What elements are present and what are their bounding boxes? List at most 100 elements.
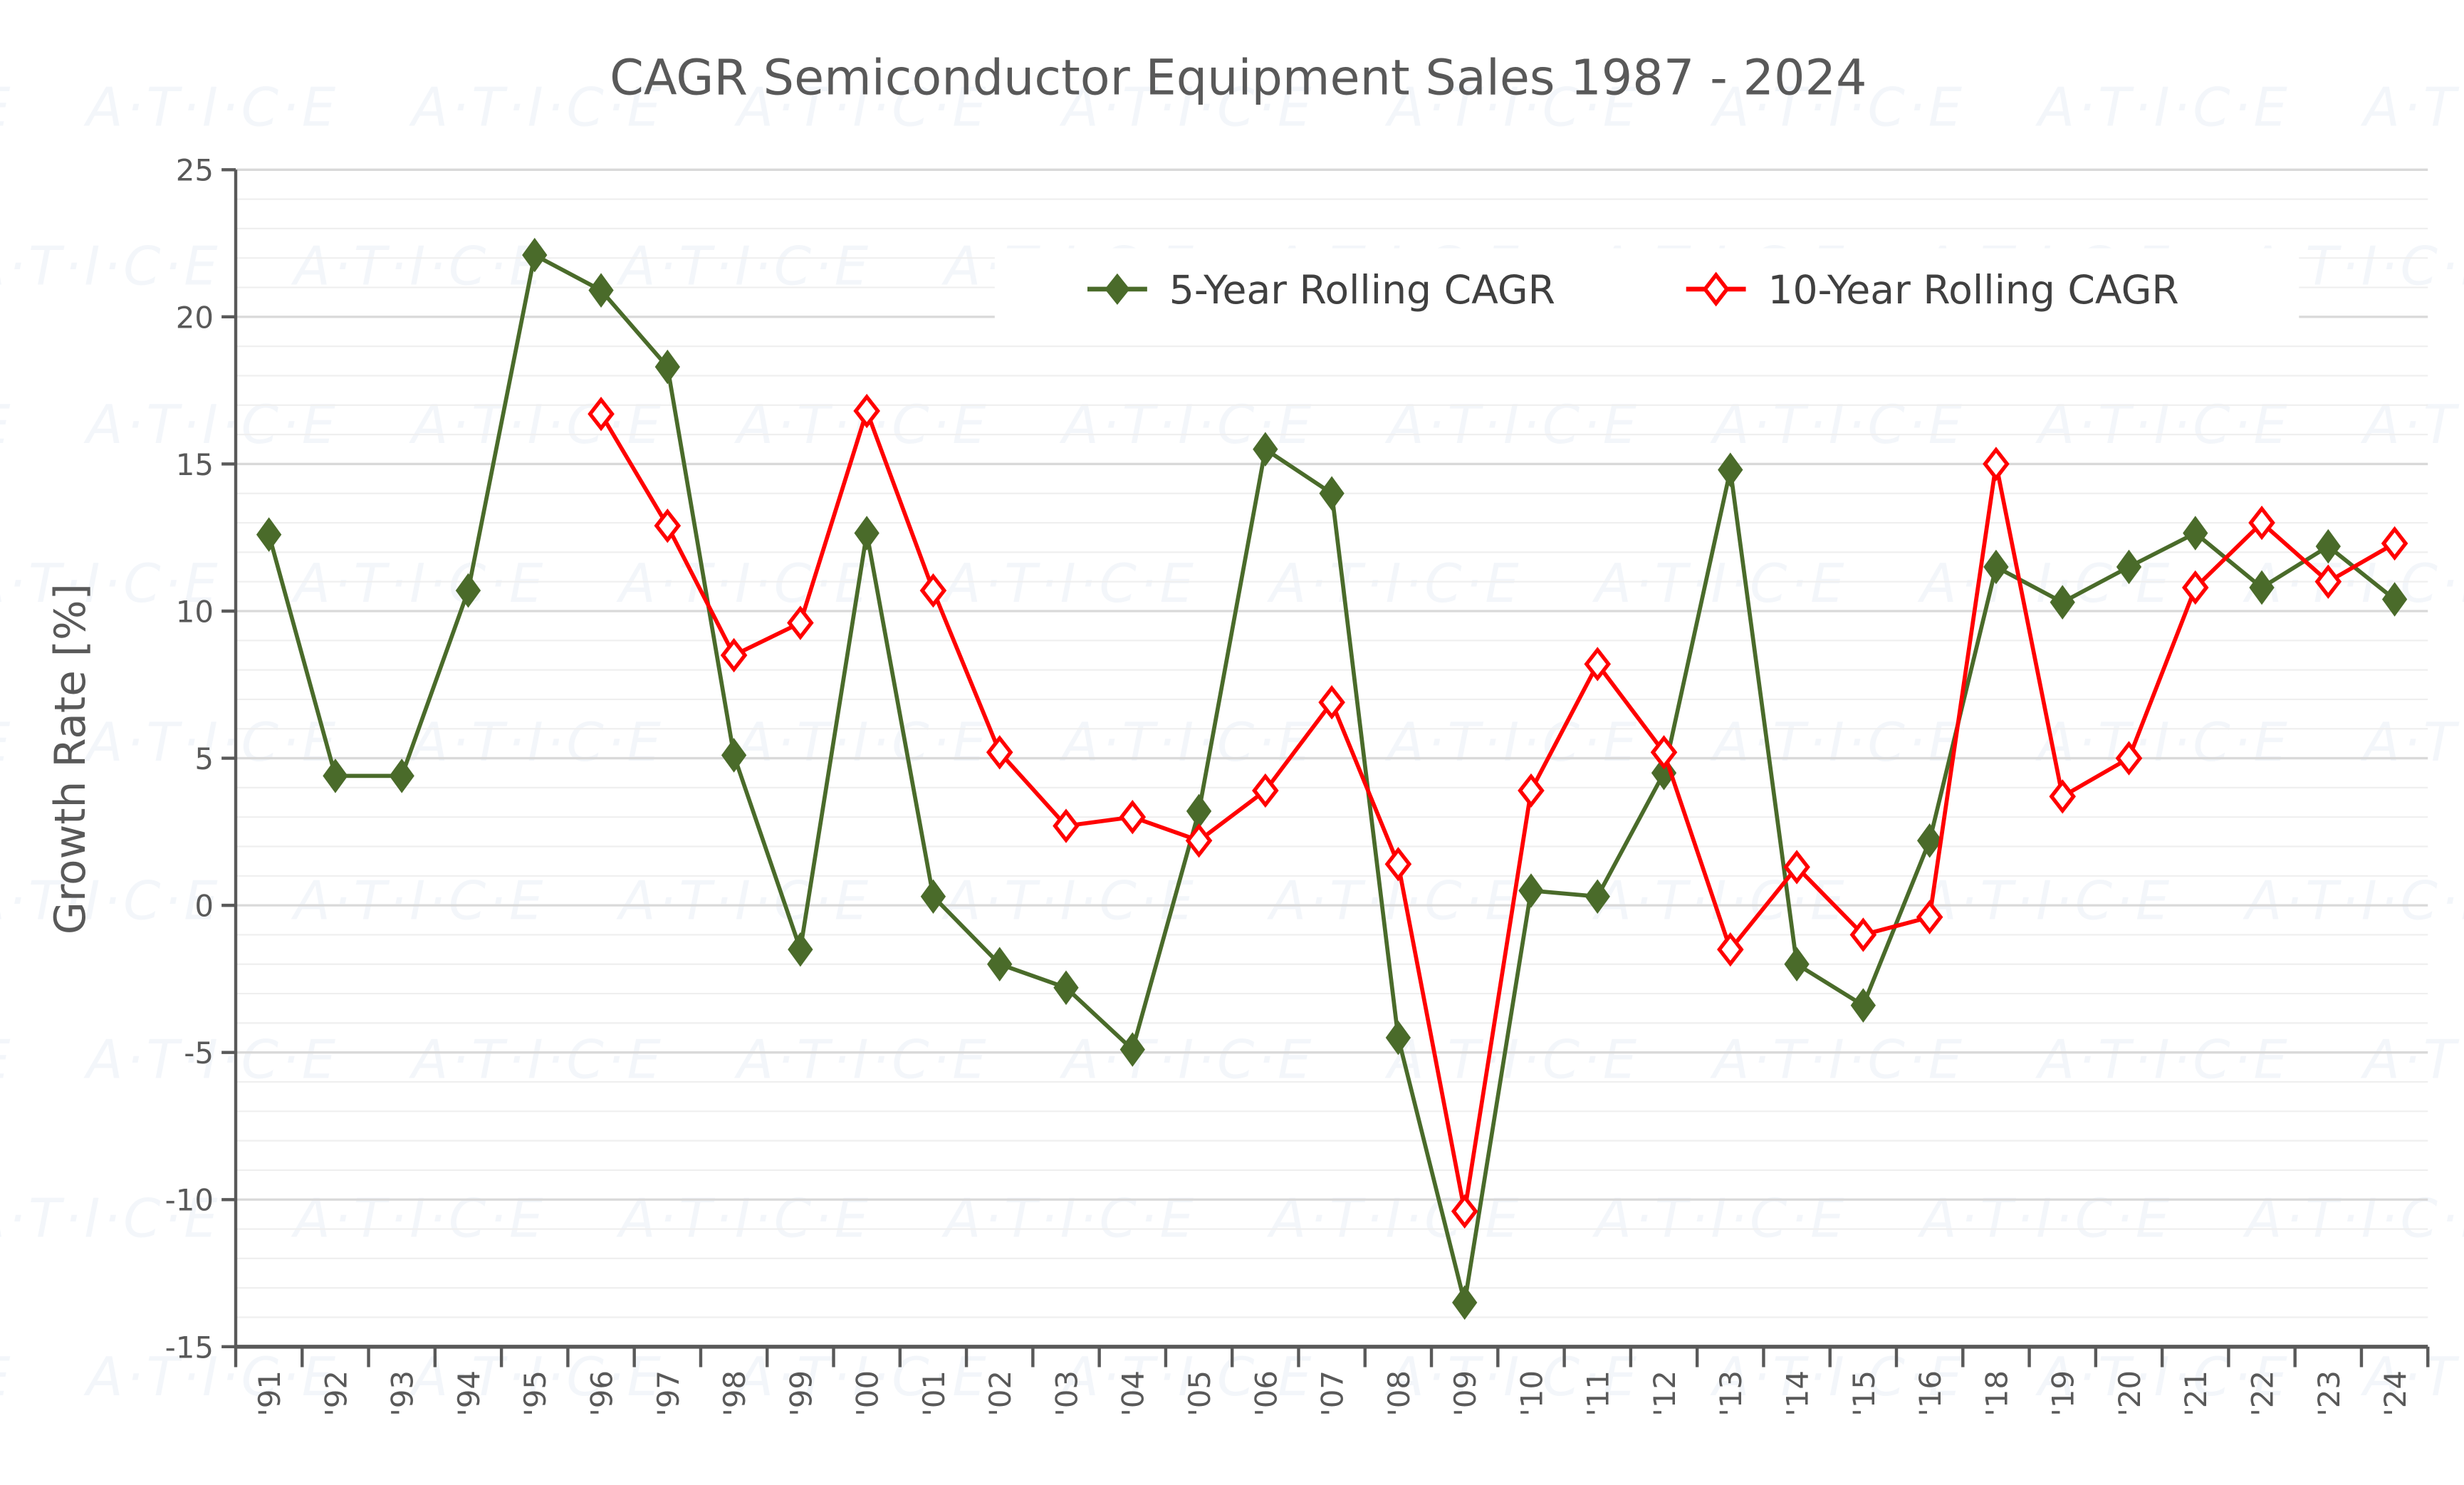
legend-label-10yr: 10-Year Rolling CAGR: [1768, 268, 2178, 313]
y-tick-label: 0: [194, 889, 214, 924]
data-point-5yr: [920, 879, 946, 915]
x-tick-label: '91: [252, 1370, 287, 1417]
data-point-10yr: [787, 605, 814, 640]
watermark-text: A·T·I·C·E: [734, 1345, 989, 1408]
data-point-10yr: [1584, 647, 1612, 682]
watermark-text: A·T·I·C·E: [2361, 1345, 2464, 1408]
watermark-text: A·T·I·C·E: [1918, 870, 2173, 932]
watermark-text: A·T·I·C·E: [83, 393, 338, 456]
data-point-10yr: [2314, 564, 2342, 599]
data-point-10yr: [986, 735, 1013, 770]
data-point-5yr: [1518, 873, 1544, 908]
data-point-5yr: [1253, 432, 1278, 467]
watermark-text: A·T·I·C·E: [2035, 711, 2290, 773]
watermark-text: A·T·I·C·E: [734, 1028, 989, 1091]
watermark-text: A·T·I·C·E: [1710, 393, 1965, 456]
data-point-10yr: [1119, 800, 1147, 835]
data-point-5yr: [1718, 452, 1743, 487]
x-tick-label: '02: [983, 1370, 1018, 1417]
watermark-text: A·T·I·C·E: [1710, 1345, 1965, 1408]
data-point-5yr: [2381, 582, 2408, 617]
legend-marker-5yr: [1105, 273, 1130, 306]
watermark-text: A·T·I·C·E: [0, 1187, 221, 1249]
watermark-text: A·T·I·C·E: [409, 76, 664, 139]
watermark-text: A·T·I·C·E: [0, 552, 221, 615]
x-tick-label: '09: [1448, 1370, 1483, 1417]
data-point-10yr: [1518, 773, 1545, 808]
data-point-5yr: [1319, 476, 1345, 511]
watermark-text: A·T·I·C·E: [291, 552, 546, 615]
x-tick-label: '12: [1647, 1370, 1682, 1417]
watermark-text: A·T·I·C·E: [2361, 393, 2464, 456]
x-tick-label: '08: [1382, 1370, 1416, 1417]
watermark-text: A·T·I·C·E: [2035, 76, 2290, 139]
watermark-text: A·T·I·C·E: [83, 1028, 338, 1091]
data-point-10yr: [1185, 823, 1213, 858]
data-point-10yr: [1916, 900, 1943, 934]
data-point-10yr: [1252, 773, 1279, 808]
x-tick-label: '94: [451, 1370, 486, 1417]
legend-marker-10yr: [1702, 271, 1730, 307]
watermark-text: A·T·I·C·E: [409, 711, 664, 773]
x-tick-label: '05: [1182, 1370, 1217, 1417]
watermark-text: A·T·I·C·E: [83, 711, 338, 773]
data-point-10yr: [1650, 735, 1678, 770]
data-point-5yr: [854, 516, 879, 551]
y-tick-label: 20: [176, 300, 214, 335]
data-point-5yr: [2183, 516, 2208, 551]
watermark-text: A·T·I·C·E: [0, 1028, 14, 1091]
x-tick-label: '01: [917, 1370, 951, 1417]
watermark-text: A·T·I·C·E: [734, 711, 989, 773]
x-tick-label: '19: [2046, 1370, 2081, 1417]
watermark-text: A·T·I·C·E: [0, 393, 14, 456]
series-line-10yr: [599, 405, 2396, 1212]
x-tick-label: '99: [783, 1370, 818, 1417]
data-point-10yr: [1318, 684, 1345, 720]
data-point-10yr: [1717, 932, 1744, 967]
x-tick-label: '10: [1514, 1370, 1549, 1417]
x-tick-label: '16: [1913, 1370, 1948, 1417]
watermark-text: A·T·I·C·E: [291, 870, 546, 932]
watermark-text: A·T·I·C·E: [1384, 1345, 1639, 1408]
data-point-10yr: [919, 573, 947, 608]
watermark-text: A·T·I·C·E: [291, 1187, 546, 1249]
watermark-text: A·T·I·C·E: [1060, 76, 1315, 139]
data-point-5yr: [522, 237, 548, 273]
watermark-text: A·T·I·C·E: [2361, 711, 2464, 773]
x-tick-label: '11: [1581, 1370, 1616, 1417]
gridlines: [235, 168, 2428, 1348]
data-point-10yr: [720, 637, 748, 673]
data-point-5yr: [1053, 970, 1079, 1006]
watermark-text: A·T·I·C·E: [2361, 1028, 2464, 1091]
watermark-text: A·T·I·C·E: [2035, 1028, 2290, 1091]
y-tick-label: -10: [165, 1183, 214, 1218]
legend-label-5yr: 5-Year Rolling CAGR: [1169, 268, 1555, 313]
x-tick-label: '07: [1315, 1370, 1350, 1417]
watermark-text: A·T·I·C·E: [734, 76, 989, 139]
watermark-text: A·T·I·C·E: [83, 76, 338, 139]
watermark-text: A·T·I·C·E: [616, 870, 871, 932]
chart-title: CAGR Semiconductor Equipment Sales 1987 …: [610, 50, 1867, 106]
watermark-text: A·T·I·C·E: [1267, 870, 1522, 932]
watermark-text: A·T·I·C·E: [1060, 711, 1315, 773]
x-tick-label: '96: [584, 1370, 619, 1417]
x-tick-label: '98: [717, 1370, 752, 1417]
watermark-text: A·T·I·C·E: [941, 1187, 1196, 1249]
data-point-10yr: [1384, 847, 1412, 882]
watermark-text: A·T·I·C·E: [1918, 1187, 2173, 1249]
data-point-5yr: [1916, 823, 1943, 858]
y-tick-label: 5: [194, 741, 214, 776]
watermark-text: A·T·I·C·E: [616, 552, 871, 615]
data-point-5yr: [1452, 1285, 1478, 1320]
watermark-text: A·T·I·C·E: [1592, 552, 1847, 615]
data-point-5yr: [1983, 549, 2009, 585]
watermark-text: A·T·I·C·E: [0, 711, 14, 773]
data-point-5yr: [2116, 549, 2142, 585]
x-tick-label: '06: [1248, 1370, 1283, 1417]
x-tick-label: '23: [2312, 1370, 2346, 1417]
data-point-10yr: [2049, 779, 2077, 814]
watermark-text: A·T·I·C·E: [1592, 1187, 1847, 1249]
watermark-text: A·T·I·C·E: [0, 234, 221, 297]
watermark-text: A·T·I·C·E: [1384, 1028, 1639, 1091]
